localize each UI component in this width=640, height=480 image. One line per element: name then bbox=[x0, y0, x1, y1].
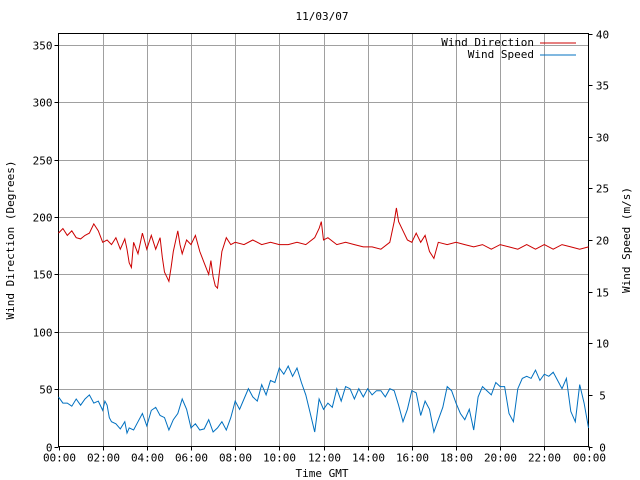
x-axis-ticks: 00:00 02:00 04:00 06:00 08:00 10:00 12:00 14:00… bbox=[43, 446, 606, 465]
x-tick-label: 16:00 bbox=[396, 452, 429, 465]
x-tick-label: 22:00 bbox=[528, 452, 561, 465]
series-line-wind-direction bbox=[58, 207, 589, 290]
series-line-wind-speed bbox=[58, 364, 589, 435]
right-tick-label: 40 bbox=[596, 29, 609, 42]
right-tick-label: 35 bbox=[596, 80, 609, 93]
x-tick-label: 06:00 bbox=[175, 452, 208, 465]
right-tick-label: 0 bbox=[599, 442, 606, 455]
left-tick-label: 200 bbox=[33, 212, 53, 225]
right-tick-label: 30 bbox=[596, 132, 609, 145]
left-tick-label: 150 bbox=[33, 269, 53, 282]
right-tick-label: 20 bbox=[596, 235, 609, 248]
x-tick-label: 10:00 bbox=[263, 452, 296, 465]
chart-title: 11/03/07 bbox=[296, 10, 349, 23]
right-tick-label: 15 bbox=[596, 287, 609, 300]
left-tick-label: 300 bbox=[33, 97, 53, 110]
left-tick-label: 100 bbox=[33, 327, 53, 340]
left-axis-ticks: 0 50 100 150 200 250 300 350 bbox=[33, 40, 59, 455]
legend-label-wind-speed: Wind Speed bbox=[468, 48, 534, 61]
x-tick-label: 20:00 bbox=[484, 452, 517, 465]
left-axis-label: Wind Direction (Degrees) bbox=[4, 161, 17, 320]
right-tick-label: 25 bbox=[596, 183, 609, 196]
x-axis-label: Time GMT bbox=[296, 467, 349, 480]
x-tick-label: 00:00 bbox=[573, 452, 606, 465]
left-tick-label: 0 bbox=[46, 442, 53, 455]
legend-label-wind-direction: Wind Direction bbox=[441, 36, 534, 49]
x-tick-label: 02:00 bbox=[87, 452, 120, 465]
x-tick-label: 08:00 bbox=[219, 452, 252, 465]
right-tick-label: 5 bbox=[599, 390, 606, 403]
x-tick-label: 14:00 bbox=[352, 452, 385, 465]
x-tick-label: 12:00 bbox=[308, 452, 341, 465]
left-tick-label: 250 bbox=[33, 155, 53, 168]
x-tick-label: 04:00 bbox=[131, 452, 164, 465]
right-axis-label: Wind Speed (m/s) bbox=[620, 187, 633, 293]
right-axis-ticks: 0 5 10 15 20 25 30 35 40 bbox=[588, 29, 609, 455]
series-lines bbox=[58, 207, 589, 435]
x-tick-label: 00:00 bbox=[43, 452, 76, 465]
grid-lines bbox=[58, 33, 589, 447]
legend: Wind Direction Wind Speed bbox=[441, 36, 576, 61]
x-tick-label: 18:00 bbox=[440, 452, 473, 465]
right-tick-label: 10 bbox=[596, 338, 609, 351]
left-tick-label: 50 bbox=[39, 384, 52, 397]
left-tick-label: 350 bbox=[33, 40, 53, 53]
